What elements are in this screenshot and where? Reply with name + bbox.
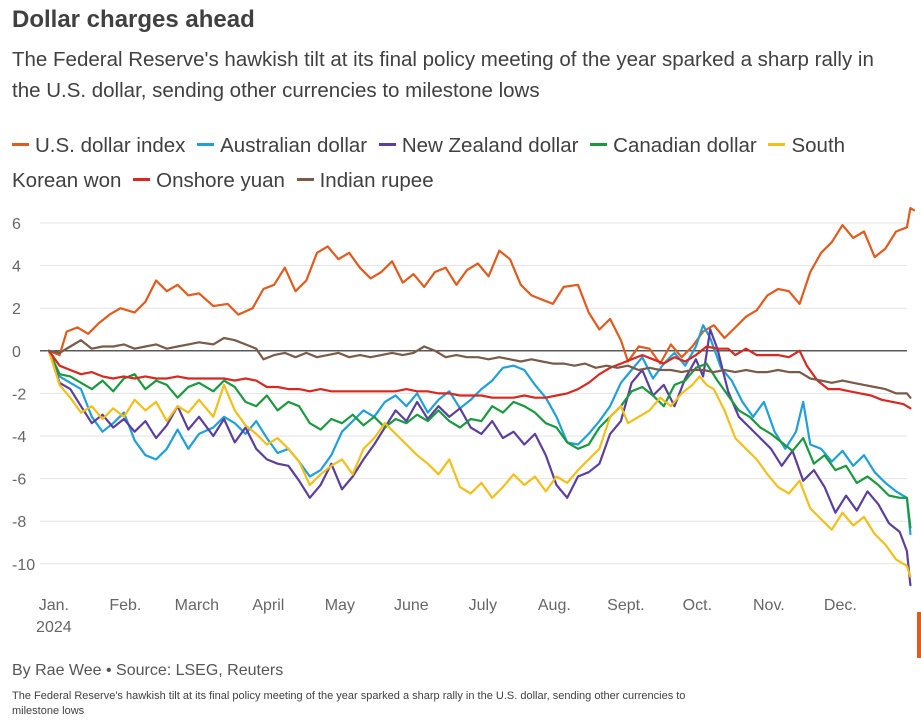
x-tick-label: July bbox=[469, 597, 497, 614]
legend-item-onshore-yuan: Onshore yuan bbox=[133, 169, 285, 192]
x-tick-label: June bbox=[394, 597, 429, 614]
y-tick-label: -10 bbox=[12, 557, 35, 574]
legend-item-canadian-dollar: Canadian dollar bbox=[590, 134, 757, 157]
x-tick-label: Oct. bbox=[683, 597, 712, 614]
series-line-south-korean-won bbox=[47, 349, 912, 578]
y-tick-label: 2 bbox=[12, 301, 21, 318]
legend-label: Onshore yuan bbox=[156, 169, 285, 192]
y-tick-label: -8 bbox=[12, 514, 26, 531]
x-tick-label: Jan. bbox=[39, 597, 69, 614]
x-tick-sublabel: 2024 bbox=[36, 619, 72, 636]
legend-item-indian-rupee: Indian rupee bbox=[296, 169, 434, 192]
byline: By Rae Wee • Source: LSEG, Reuters bbox=[12, 662, 284, 679]
y-tick-label: -2 bbox=[12, 386, 26, 403]
series-line-new-zealand-dollar bbox=[47, 328, 912, 587]
x-tick-label: March bbox=[175, 597, 219, 614]
x-tick-label: Dec. bbox=[824, 597, 857, 614]
legend-swatch bbox=[768, 143, 786, 147]
legend-label: Indian rupee bbox=[319, 169, 434, 192]
legend-swatch bbox=[378, 143, 396, 147]
legend-label: U.S. dollar index bbox=[35, 134, 186, 157]
series-line-u-s-dollar-index bbox=[47, 207, 916, 365]
y-tick-label: -4 bbox=[12, 429, 26, 446]
x-tick-label: Nov. bbox=[753, 597, 785, 614]
series-line-onshore-yuan bbox=[47, 345, 912, 410]
y-tick-label: -6 bbox=[12, 472, 26, 489]
legend-label: South Korean won bbox=[12, 134, 846, 192]
x-tick-label: May bbox=[325, 597, 355, 614]
legend-swatch bbox=[133, 178, 151, 182]
legend-swatch bbox=[296, 178, 314, 182]
legend-item-new-zealand-dollar: New Zealand dollar bbox=[378, 134, 579, 157]
series-line-australian-dollar bbox=[47, 324, 912, 536]
legend-swatch bbox=[197, 143, 215, 147]
legend-swatch bbox=[590, 143, 608, 147]
x-tick-label: April bbox=[252, 597, 284, 614]
x-tick-label: Sept. bbox=[607, 597, 644, 614]
series-line-canadian-dollar bbox=[47, 349, 912, 529]
legend-label: New Zealand dollar bbox=[401, 134, 579, 157]
line-chart: 6 4 2 0 -2 -4 -6 -8 -10 Jan. 2024 Feb. March April May… bbox=[12, 207, 916, 636]
side-feedback-tab[interactable] bbox=[917, 612, 921, 658]
y-tick-label: 6 bbox=[12, 216, 21, 233]
chart-legend: U.S. dollar index Australian dollar New … bbox=[12, 128, 907, 198]
legend-swatch bbox=[12, 143, 29, 147]
chart-subtitle: The Federal Reserve's hawkish tilt at it… bbox=[12, 48, 874, 102]
legend-item-south-korean-won: South Korean won bbox=[12, 134, 845, 192]
y-tick-label: 4 bbox=[12, 259, 21, 276]
x-tick-label: Aug. bbox=[538, 597, 571, 614]
chart-title: Dollar charges ahead bbox=[12, 6, 255, 33]
y-tick-label: 0 bbox=[12, 344, 21, 361]
legend-item-u-s-dollar-index: U.S. dollar index bbox=[12, 134, 185, 157]
legend-label: Australian dollar bbox=[220, 134, 368, 157]
x-tick-label: Feb. bbox=[109, 597, 141, 614]
caption: The Federal Reserve's hawkish tilt at it… bbox=[12, 690, 686, 717]
legend-item-australian-dollar: Australian dollar bbox=[197, 134, 367, 157]
series-line-indian-rupee bbox=[47, 336, 912, 399]
legend-label: Canadian dollar bbox=[613, 134, 757, 157]
